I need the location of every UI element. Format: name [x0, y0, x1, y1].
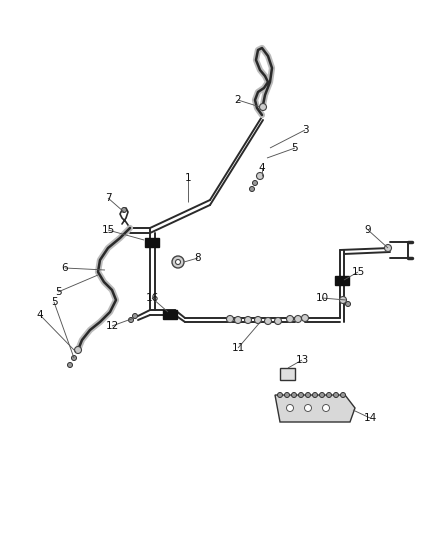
- Circle shape: [299, 392, 304, 398]
- Circle shape: [339, 296, 346, 303]
- Circle shape: [244, 317, 251, 324]
- Text: 16: 16: [145, 293, 159, 303]
- Circle shape: [286, 316, 293, 322]
- Circle shape: [294, 316, 301, 322]
- Text: 15: 15: [351, 267, 364, 277]
- Circle shape: [176, 260, 180, 264]
- Circle shape: [265, 318, 272, 325]
- Circle shape: [71, 356, 77, 360]
- Circle shape: [286, 405, 293, 411]
- Circle shape: [305, 392, 311, 398]
- Circle shape: [301, 314, 308, 321]
- Bar: [335, 276, 349, 285]
- Text: 1: 1: [185, 173, 191, 183]
- Circle shape: [252, 181, 258, 185]
- Circle shape: [128, 318, 134, 322]
- Text: 3: 3: [302, 125, 308, 135]
- Polygon shape: [275, 395, 355, 422]
- Circle shape: [275, 318, 282, 325]
- Text: 4: 4: [259, 163, 265, 173]
- Circle shape: [285, 392, 290, 398]
- Circle shape: [385, 245, 392, 252]
- Circle shape: [340, 392, 346, 398]
- Text: 15: 15: [101, 225, 115, 235]
- Text: 14: 14: [364, 413, 377, 423]
- Circle shape: [326, 392, 332, 398]
- Text: 6: 6: [62, 263, 68, 273]
- Text: 5: 5: [292, 143, 298, 153]
- Circle shape: [226, 316, 233, 322]
- Bar: [280, 368, 295, 380]
- Text: 5: 5: [51, 297, 57, 307]
- Text: 10: 10: [315, 293, 328, 303]
- Text: 2: 2: [235, 95, 241, 105]
- Circle shape: [346, 302, 350, 306]
- Text: 8: 8: [194, 253, 201, 263]
- Circle shape: [257, 173, 264, 180]
- Circle shape: [133, 313, 138, 319]
- Text: 12: 12: [106, 321, 119, 331]
- Circle shape: [259, 103, 266, 110]
- Circle shape: [333, 392, 339, 398]
- Text: 11: 11: [231, 343, 245, 353]
- Circle shape: [121, 207, 127, 213]
- Circle shape: [234, 317, 241, 324]
- Circle shape: [172, 256, 184, 268]
- Bar: [163, 310, 177, 319]
- Text: 4: 4: [37, 310, 43, 320]
- Circle shape: [250, 187, 254, 191]
- Bar: [145, 238, 159, 246]
- Text: 5: 5: [55, 287, 61, 297]
- Circle shape: [254, 317, 261, 324]
- Circle shape: [292, 392, 297, 398]
- Circle shape: [67, 362, 73, 367]
- Circle shape: [319, 392, 325, 398]
- Circle shape: [312, 392, 318, 398]
- Circle shape: [278, 392, 283, 398]
- Text: 13: 13: [295, 355, 309, 365]
- Circle shape: [74, 346, 81, 353]
- Circle shape: [304, 405, 311, 411]
- Circle shape: [322, 405, 329, 411]
- Text: 7: 7: [105, 193, 111, 203]
- Text: 9: 9: [365, 225, 371, 235]
